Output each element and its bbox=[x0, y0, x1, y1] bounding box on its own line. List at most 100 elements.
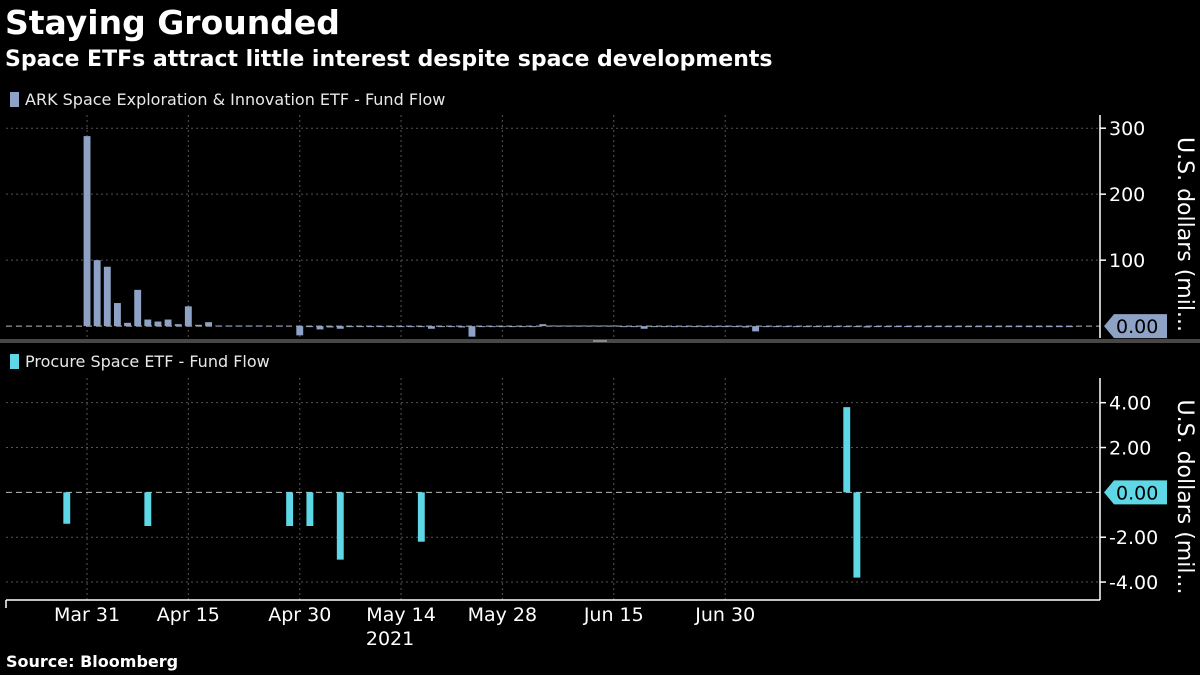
bar-ark-61 bbox=[701, 326, 709, 328]
bar-ark-49 bbox=[579, 325, 587, 327]
bar-ark-82 bbox=[914, 326, 922, 328]
bar-ark-26 bbox=[346, 326, 354, 328]
bar-procure-0 bbox=[63, 492, 71, 524]
xtick-label-6: Jun 30 bbox=[694, 604, 755, 626]
bar-ark-37 bbox=[458, 326, 466, 328]
ytick-label-procure-2: -2.00 bbox=[1109, 527, 1158, 549]
bar-ark-30 bbox=[387, 326, 395, 328]
bar-ark-62 bbox=[711, 326, 719, 328]
bar-ark-15 bbox=[235, 325, 243, 327]
bar-ark-27 bbox=[357, 326, 364, 328]
bar-ark-44 bbox=[529, 326, 537, 328]
bar-ark-17 bbox=[255, 325, 263, 327]
bar-ark-10 bbox=[184, 306, 192, 327]
bar-ark-29 bbox=[377, 326, 385, 328]
bar-ark-21 bbox=[296, 326, 304, 336]
bar-ark-7 bbox=[154, 321, 162, 327]
bar-ark-19 bbox=[276, 325, 283, 327]
bar-ark-69 bbox=[782, 326, 790, 328]
ytick-label-ark-2: 100 bbox=[1109, 250, 1145, 272]
xtick-label-5: Jun 15 bbox=[583, 604, 644, 626]
bar-ark-6 bbox=[144, 319, 152, 327]
bar-ark-73 bbox=[823, 326, 830, 328]
bar-ark-91 bbox=[1005, 326, 1013, 328]
bar-ark-79 bbox=[883, 326, 891, 328]
bar-ark-39 bbox=[478, 326, 486, 328]
bar-ark-51 bbox=[600, 325, 608, 327]
bar-ark-23 bbox=[316, 326, 324, 330]
bar-ark-54 bbox=[630, 326, 638, 328]
bar-ark-22 bbox=[306, 326, 314, 328]
xtick-label-4: May 28 bbox=[468, 604, 538, 626]
bar-ark-80 bbox=[893, 326, 901, 328]
ytick-label-ark-0: 300 bbox=[1109, 118, 1145, 140]
bar-procure-5 bbox=[417, 492, 425, 542]
last-value-tag-ark bbox=[1104, 314, 1167, 339]
bar-ark-68 bbox=[772, 326, 780, 328]
bar-ark-84 bbox=[934, 326, 942, 328]
last-value-tag-procure bbox=[1104, 480, 1167, 505]
bar-ark-14 bbox=[225, 325, 233, 327]
bar-ark-78 bbox=[873, 326, 881, 328]
bar-ark-74 bbox=[833, 326, 841, 328]
bar-ark-16 bbox=[245, 325, 253, 327]
bar-ark-94 bbox=[1035, 326, 1043, 328]
bar-ark-34 bbox=[428, 326, 435, 329]
bar-ark-58 bbox=[671, 326, 678, 328]
xtick-label-2: Apr 30 bbox=[268, 604, 331, 626]
bar-ark-92 bbox=[1015, 326, 1023, 328]
bar-ark-88 bbox=[975, 326, 982, 328]
bar-ark-40 bbox=[488, 326, 496, 328]
bar-ark-97 bbox=[1066, 326, 1074, 328]
bar-ark-86 bbox=[954, 326, 962, 328]
xtick-label-3: May 14 bbox=[366, 604, 436, 626]
last-value-label-procure: 0.00 bbox=[1116, 482, 1158, 504]
bar-ark-76 bbox=[853, 326, 861, 328]
bar-ark-85 bbox=[944, 326, 952, 328]
y-axis-title-procure: U.S. dollars (mil... bbox=[1172, 400, 1197, 595]
bar-ark-83 bbox=[924, 326, 932, 328]
bar-ark-8 bbox=[164, 319, 172, 327]
bar-ark-63 bbox=[721, 326, 729, 328]
bar-procure-3 bbox=[306, 492, 314, 526]
bar-procure-2 bbox=[286, 492, 294, 526]
legend-swatch-procure bbox=[10, 354, 19, 369]
bar-ark-96 bbox=[1056, 326, 1063, 328]
bar-ark-31 bbox=[397, 326, 405, 328]
bar-ark-28 bbox=[367, 326, 375, 328]
bar-ark-2 bbox=[103, 266, 111, 327]
bar-ark-32 bbox=[407, 326, 415, 328]
bar-procure-6 bbox=[843, 407, 851, 493]
panel-resize-handle[interactable] bbox=[593, 340, 607, 342]
legend-label-ark: ARK Space Exploration & Innovation ETF -… bbox=[25, 90, 446, 109]
x-axis-year-label: 2021 bbox=[366, 628, 414, 650]
bar-procure-1 bbox=[144, 492, 152, 526]
bar-ark-45 bbox=[539, 324, 547, 327]
bar-ark-9 bbox=[174, 324, 182, 327]
bar-ark-53 bbox=[620, 326, 628, 328]
bar-ark-42 bbox=[509, 326, 516, 328]
bar-ark-48 bbox=[569, 325, 577, 327]
legend-swatch-ark bbox=[10, 92, 19, 107]
bar-ark-67 bbox=[762, 326, 770, 328]
last-value-label-ark: 0.00 bbox=[1116, 316, 1158, 338]
bar-ark-1 bbox=[93, 260, 101, 327]
bar-ark-50 bbox=[590, 325, 597, 327]
bar-ark-43 bbox=[519, 326, 527, 328]
xtick-label-0: Mar 31 bbox=[54, 604, 120, 626]
bar-ark-66 bbox=[752, 326, 760, 332]
legend-procure: Procure Space ETF - Fund Flow bbox=[10, 352, 270, 372]
bar-ark-60 bbox=[691, 326, 699, 328]
legend-label-procure: Procure Space ETF - Fund Flow bbox=[25, 352, 270, 371]
bar-ark-71 bbox=[802, 326, 810, 328]
bar-ark-24 bbox=[326, 326, 334, 328]
bar-ark-52 bbox=[610, 325, 618, 327]
bar-ark-5 bbox=[134, 289, 142, 327]
bar-ark-75 bbox=[843, 326, 851, 328]
bar-ark-59 bbox=[681, 326, 689, 328]
bar-ark-35 bbox=[438, 326, 446, 328]
bar-procure-7 bbox=[853, 492, 861, 578]
bar-ark-3 bbox=[113, 303, 121, 327]
xtick-label-1: Apr 15 bbox=[157, 604, 220, 626]
